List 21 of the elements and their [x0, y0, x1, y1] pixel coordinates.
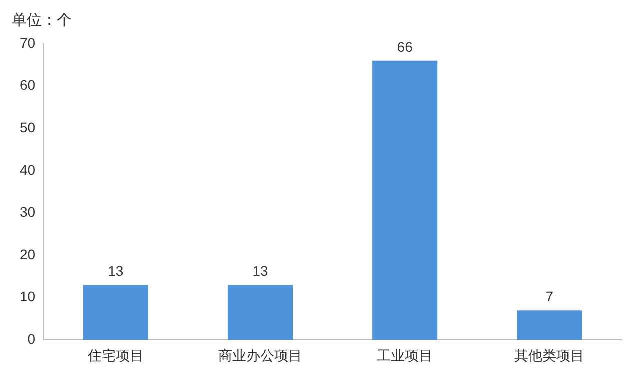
y-tick-label: 40 [20, 162, 36, 178]
bar [517, 310, 582, 340]
x-tick-label: 工业项目 [377, 347, 434, 364]
chart-title: 单位：个 [12, 12, 72, 30]
y-tick-label: 0 [28, 331, 36, 348]
bar [83, 285, 148, 340]
y-tick-label: 20 [20, 246, 36, 262]
x-tick-label: 商业办公项目 [218, 347, 302, 364]
x-tick-label: 其他类项目 [514, 347, 585, 364]
y-tick-label: 70 [20, 34, 36, 51]
y-tick-label: 60 [20, 77, 36, 94]
y-tick-label: 50 [20, 119, 36, 136]
bar [372, 60, 438, 340]
x-tick-label: 住宅项目 [86, 347, 144, 364]
data-label: 13 [252, 263, 268, 280]
data-label: 13 [108, 263, 124, 280]
bar [228, 285, 294, 340]
data-label: 66 [397, 38, 414, 55]
data-label: 7 [546, 288, 554, 304]
y-tick-label: 30 [20, 204, 36, 220]
y-tick-label: 10 [20, 288, 36, 305]
